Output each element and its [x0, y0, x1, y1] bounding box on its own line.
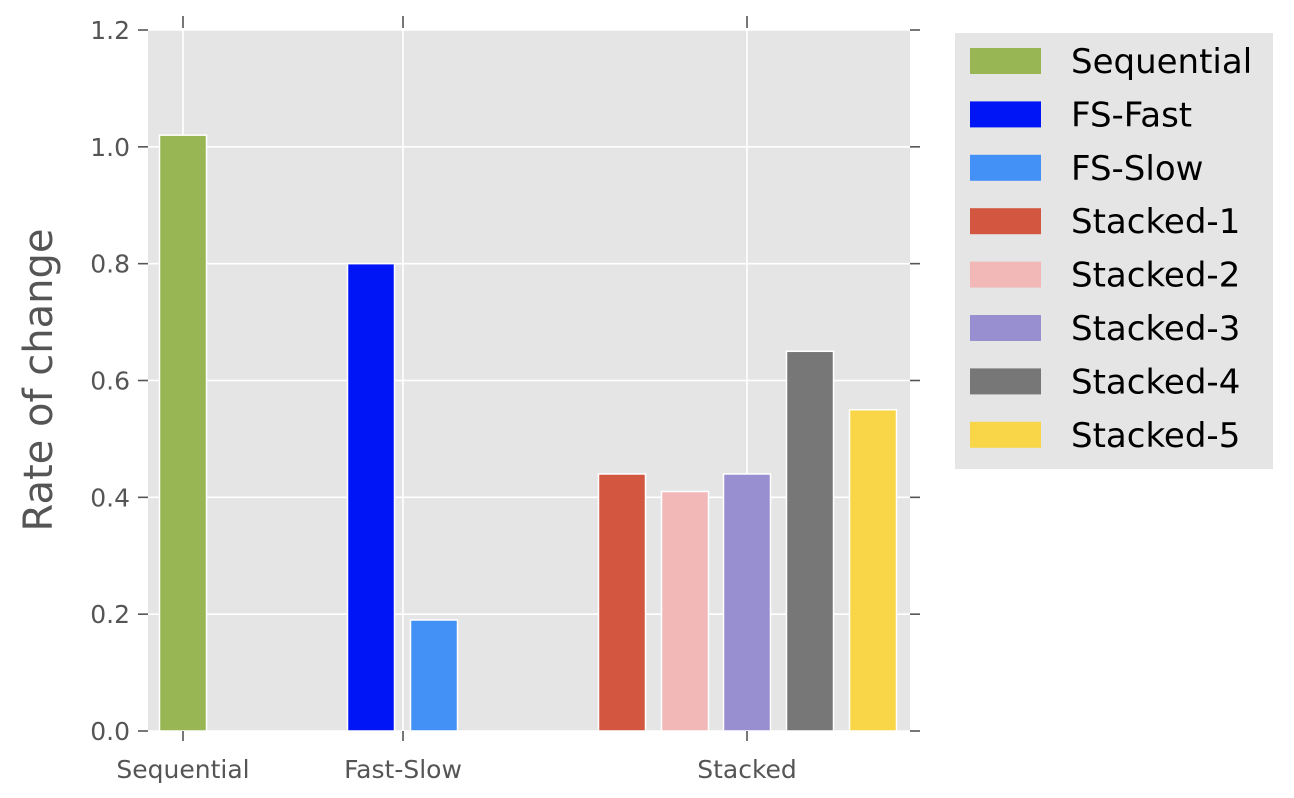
legend-label: Sequential	[1071, 42, 1252, 82]
y-tick-label: 1.0	[90, 133, 130, 162]
legend-swatch	[970, 315, 1041, 341]
bar-fs-slow	[409, 619, 459, 732]
y-tick-label: 0.8	[90, 250, 130, 279]
legend-swatch	[970, 154, 1041, 181]
y-tick-label: 0.2	[90, 600, 130, 629]
legend-label: Stacked-2	[1071, 256, 1240, 296]
legend-label: FS-Fast	[1071, 95, 1192, 135]
legend-label: Stacked-4	[1071, 362, 1240, 402]
x-tick-label: Fast-Slow	[344, 755, 462, 784]
legend-swatch	[970, 421, 1041, 448]
axis-ticks	[138, 16, 920, 741]
bar-sequential	[158, 134, 208, 732]
y-tick-labels: 0.0 0.2 0.4 0.6 0.8 1.0 1.2	[90, 16, 130, 746]
legend-swatch	[970, 261, 1041, 288]
y-tick-label: 1.2	[90, 16, 130, 45]
y-tick-label: 0.0	[90, 717, 130, 746]
bar-stacked-5	[848, 408, 898, 732]
y-tick-label: 0.6	[90, 367, 130, 396]
x-tick-label: Stacked	[697, 755, 797, 784]
legend-swatch	[970, 101, 1041, 128]
bar-stacked-3	[722, 473, 772, 732]
legend-swatch	[970, 208, 1041, 235]
bar-stacked-2	[660, 490, 710, 732]
bar-stacked-4	[785, 350, 835, 732]
bar-fs-fast	[346, 262, 396, 732]
legend-label: Stacked-1	[1071, 202, 1240, 242]
legend-label: FS-Slow	[1071, 149, 1203, 189]
bar-stacked-1	[597, 473, 647, 732]
legend-label: Stacked-3	[1071, 309, 1240, 349]
x-tick-label: Sequential	[116, 755, 249, 784]
x-tick-labels: Sequential Fast-Slow Stacked	[116, 755, 796, 784]
bars	[158, 134, 898, 732]
legend-swatch	[970, 368, 1041, 395]
y-tick-label: 0.4	[90, 483, 130, 512]
legend: Sequential FS-Fast FS-Slow Stacked-1 Stacked…	[955, 33, 1273, 469]
legend-label: Stacked-5	[1071, 416, 1240, 456]
y-axis-label: Rate of change	[16, 229, 62, 532]
legend-swatch	[970, 48, 1041, 74]
